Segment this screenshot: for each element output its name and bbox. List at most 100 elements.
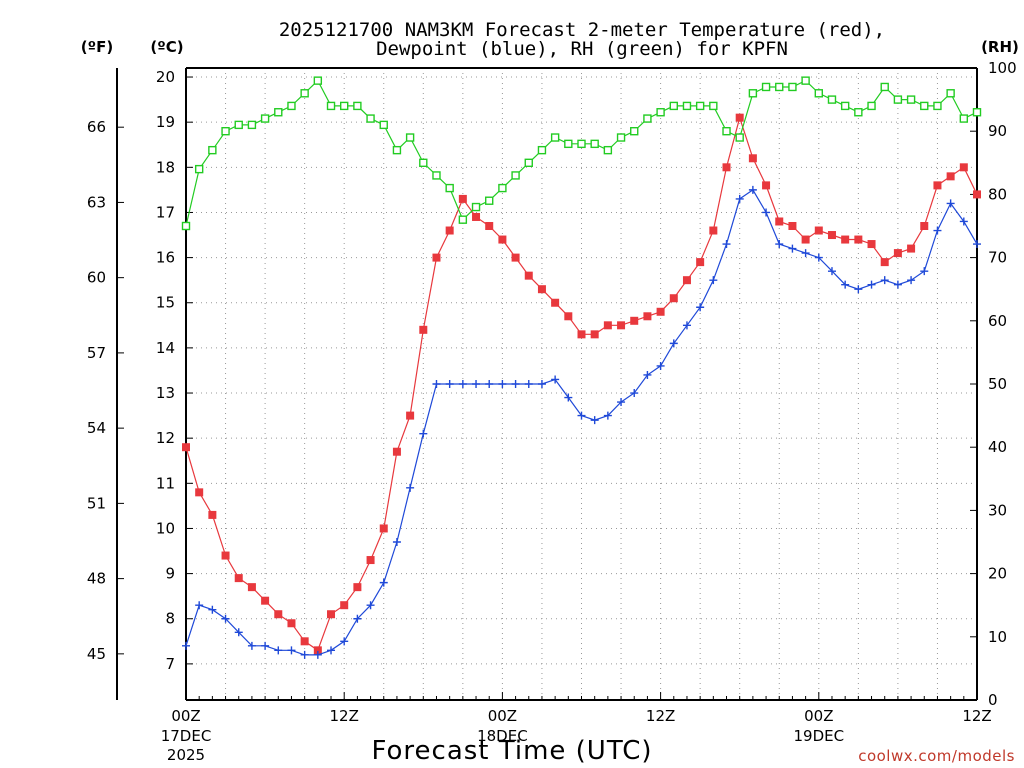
- data-point: [445, 183, 454, 193]
- celsius-tick-label: 7: [165, 655, 175, 673]
- data-point: [353, 101, 362, 111]
- data-point: [788, 244, 797, 253]
- rh-tick-label: 100: [988, 59, 1017, 77]
- data-point: [353, 614, 362, 623]
- data-point: [880, 82, 889, 92]
- celsius-unit-label: (ºC): [150, 38, 183, 56]
- celsius-tick-label: 15: [156, 294, 175, 312]
- data-point: [327, 646, 336, 655]
- data-point: [353, 583, 362, 592]
- data-point: [801, 249, 810, 258]
- data-point: [603, 321, 612, 330]
- rh-tick-label: 50: [988, 375, 1007, 393]
- data-point: [537, 145, 547, 155]
- rh-tick-label: 30: [988, 501, 1007, 519]
- rh-tick-label: 0: [988, 691, 998, 709]
- data-point: [630, 389, 639, 398]
- fahrenheit-tick-label: 45: [87, 645, 106, 663]
- data-point: [577, 330, 586, 339]
- data-point: [735, 113, 744, 122]
- data-point: [472, 380, 481, 388]
- x-tick-date: 17DEC: [161, 727, 212, 745]
- data-point: [458, 194, 467, 203]
- data-point: [643, 370, 652, 379]
- data-point: [933, 101, 942, 111]
- data-point: [603, 411, 612, 420]
- data-point: [854, 108, 863, 117]
- rh-tick-label: 10: [988, 628, 1007, 646]
- celsius-tick-label: 9: [165, 565, 175, 583]
- fahrenheit-tick-label: 63: [87, 193, 106, 211]
- data-point: [274, 610, 283, 619]
- fahrenheit-tick-label: 54: [87, 419, 106, 437]
- data-point: [867, 240, 876, 249]
- data-point: [221, 551, 230, 560]
- data-point: [551, 375, 560, 384]
- data-point: [379, 578, 388, 587]
- data-point: [485, 196, 494, 205]
- data-point: [366, 601, 375, 610]
- data-point: [366, 114, 375, 123]
- fahrenheit-tick-label: 66: [87, 118, 106, 136]
- series-rh: [181, 76, 982, 231]
- data-point: [959, 163, 968, 172]
- axes: 7 8 9 10 11 12 13 14 15 16 17 18 19 20 45 48 51 54 57 60 63 6…: [87, 59, 1017, 764]
- data-point: [827, 231, 836, 240]
- x-tick-year: 2025: [167, 746, 205, 764]
- data-point: [577, 139, 586, 149]
- data-point: [907, 276, 916, 285]
- fahrenheit-unit-label: (ºF): [81, 38, 113, 56]
- data-point: [300, 650, 309, 659]
- data-point: [392, 145, 402, 155]
- data-point: [973, 190, 981, 199]
- data-point: [485, 380, 494, 388]
- data-point: [234, 628, 243, 637]
- data-point: [247, 583, 256, 592]
- data-point: [973, 240, 981, 249]
- data-point: [617, 321, 626, 330]
- data-point: [788, 222, 797, 230]
- data-point: [524, 271, 533, 280]
- data-point: [234, 574, 243, 583]
- data-point: [498, 183, 507, 193]
- data-point: [274, 646, 283, 655]
- data-point: [366, 556, 375, 565]
- x-tick-label: 12Z: [330, 707, 359, 725]
- celsius-tick-label: 13: [156, 384, 175, 402]
- data-point: [893, 249, 902, 258]
- data-point: [933, 181, 942, 190]
- data-point: [260, 114, 270, 123]
- data-point: [617, 398, 626, 407]
- data-point: [946, 89, 955, 98]
- data-point: [564, 312, 573, 321]
- data-point: [643, 312, 652, 321]
- data-point: [524, 380, 533, 388]
- data-point: [709, 226, 718, 235]
- data-point: [564, 393, 573, 402]
- data-point: [696, 303, 705, 312]
- x-tick-label: 12Z: [962, 707, 991, 725]
- celsius-tick-label: 17: [156, 203, 175, 221]
- fahrenheit-tick-label: 60: [87, 269, 106, 287]
- x-axis-title: Forecast Time (UTC): [371, 736, 652, 766]
- data-point: [261, 641, 270, 650]
- celsius-tick-label: 12: [156, 429, 175, 447]
- data-point: [300, 637, 309, 646]
- data-point: [274, 108, 283, 117]
- rh-tick-label: 20: [988, 565, 1007, 583]
- data-point: [735, 194, 744, 203]
- celsius-tick-label: 10: [156, 519, 175, 537]
- data-point: [511, 380, 520, 388]
- data-point: [709, 276, 718, 285]
- x-tick-date: 19DEC: [794, 727, 845, 745]
- data-point: [405, 133, 415, 142]
- data-point: [485, 222, 494, 230]
- data-point: [682, 321, 691, 330]
- series-2-meter-temperature: [182, 113, 981, 655]
- data-point: [182, 641, 190, 650]
- data-point: [261, 596, 270, 605]
- data-point: [735, 133, 744, 142]
- data-point: [419, 158, 428, 168]
- data-point: [827, 267, 836, 276]
- data-point: [182, 443, 190, 452]
